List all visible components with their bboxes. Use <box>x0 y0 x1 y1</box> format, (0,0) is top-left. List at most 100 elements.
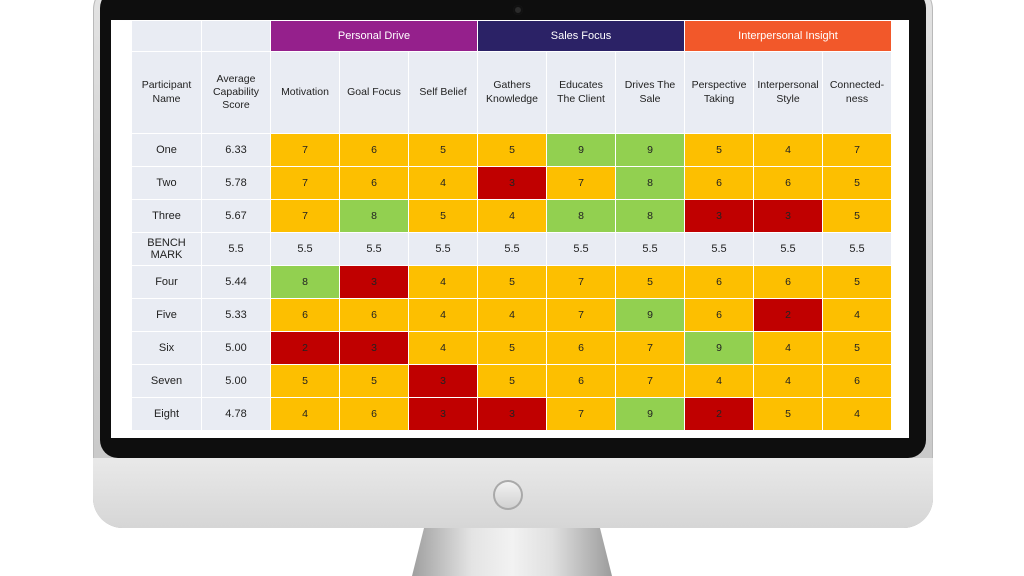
score-cell: 7 <box>270 166 340 200</box>
table-row: One 6.33 7 6 5 5 9 9 5 4 7 <box>131 133 892 167</box>
score-cell: 7 <box>270 133 340 167</box>
score-cell: 3 <box>477 166 547 200</box>
score-cell: 3 <box>408 397 478 431</box>
camera-icon <box>513 5 523 15</box>
score-cell: 5.5 <box>615 232 685 266</box>
header-goal-focus: Goal Focus <box>339 51 409 134</box>
score-cell: 7 <box>546 397 616 431</box>
score-cell: 8 <box>339 199 409 233</box>
group-blank-cell <box>201 20 271 52</box>
header-drives-sale: Drives The Sale <box>615 51 685 134</box>
table-row: Five 5.33 6 6 4 4 7 9 6 2 4 <box>131 298 892 332</box>
score-cell: 3 <box>408 364 478 398</box>
score-cell: 3 <box>684 199 754 233</box>
score-cell: 4 <box>408 298 478 332</box>
score-cell: 4 <box>753 364 823 398</box>
capability-score-table: Personal Drive Sales Focus Interpersonal… <box>131 20 892 431</box>
score-cell: 5.5 <box>270 232 340 266</box>
score-cell: 4 <box>822 397 892 431</box>
table-row: Four 5.44 8 3 4 5 7 5 6 6 5 <box>131 265 892 299</box>
score-cell: 4 <box>270 397 340 431</box>
score-cell: 9 <box>684 331 754 365</box>
score-cell: 9 <box>615 298 685 332</box>
score-cell: 9 <box>615 133 685 167</box>
score-cell: 5 <box>822 166 892 200</box>
monitor-screen: Personal Drive Sales Focus Interpersonal… <box>111 20 909 438</box>
header-motivation: Motivation <box>270 51 340 134</box>
benchmark-row: BENCH MARK 5.5 5.5 5.5 5.5 5.5 5.5 5.5 5.5 5.5 5.5 <box>131 232 892 266</box>
header-perspective-taking: Perspective Taking <box>684 51 754 134</box>
score-cell: 8 <box>270 265 340 299</box>
score-cell: 5 <box>270 364 340 398</box>
header-gathers-knowledge: Gathers Knowledge <box>477 51 547 134</box>
score-cell: 5 <box>753 397 823 431</box>
score-cell: 5 <box>408 133 478 167</box>
score-cell: 4 <box>408 331 478 365</box>
score-cell: 5 <box>408 199 478 233</box>
participant-name-cell: Six <box>131 331 202 365</box>
score-cell: 5 <box>477 364 547 398</box>
score-cell: 7 <box>615 331 685 365</box>
table-row: Three 5.67 7 8 5 4 8 8 3 3 5 <box>131 199 892 233</box>
average-score-cell: 6.33 <box>201 133 271 167</box>
participant-name-cell: Seven <box>131 364 202 398</box>
table-body: One 6.33 7 6 5 5 9 9 5 4 7 Two 5.78 7 6 4 3 7 8 6 6 5 Three 5.6… <box>131 133 892 431</box>
score-cell: 4 <box>477 298 547 332</box>
score-cell: 5 <box>615 265 685 299</box>
score-cell: 7 <box>822 133 892 167</box>
score-cell: 6 <box>546 331 616 365</box>
header-connectedness: Connected-ness <box>822 51 892 134</box>
score-cell: 5 <box>822 199 892 233</box>
score-cell: 6 <box>822 364 892 398</box>
score-cell: 4 <box>753 331 823 365</box>
score-cell: 5 <box>477 331 547 365</box>
score-cell: 7 <box>546 265 616 299</box>
score-cell: 6 <box>684 298 754 332</box>
score-cell: 4 <box>408 265 478 299</box>
participant-name-cell: Three <box>131 199 202 233</box>
score-cell: 6 <box>339 133 409 167</box>
score-cell: 5 <box>477 265 547 299</box>
average-score-cell: 5.00 <box>201 364 271 398</box>
header-self-belief: Self Belief <box>408 51 478 134</box>
score-cell: 8 <box>615 166 685 200</box>
score-cell: 6 <box>684 166 754 200</box>
score-cell: 9 <box>615 397 685 431</box>
participant-name-cell: BENCH MARK <box>131 232 202 266</box>
average-score-cell: 5.00 <box>201 331 271 365</box>
score-cell: 7 <box>546 166 616 200</box>
score-cell: 6 <box>753 166 823 200</box>
score-cell: 2 <box>684 397 754 431</box>
average-score-cell: 5.44 <box>201 265 271 299</box>
monitor-stand <box>412 528 612 576</box>
participant-name-cell: Two <box>131 166 202 200</box>
score-cell: 5.5 <box>546 232 616 266</box>
score-cell: 4 <box>684 364 754 398</box>
table-row: Two 5.78 7 6 4 3 7 8 6 6 5 <box>131 166 892 200</box>
score-cell: 6 <box>339 166 409 200</box>
power-button-icon[interactable] <box>493 480 523 510</box>
score-cell: 2 <box>270 331 340 365</box>
score-cell: 8 <box>546 199 616 233</box>
group-sales-focus: Sales Focus <box>477 20 685 52</box>
group-blank-cell <box>131 20 202 52</box>
column-header-row: Participant Name Average Capability Scor… <box>131 51 892 134</box>
score-cell: 9 <box>546 133 616 167</box>
score-cell: 6 <box>753 265 823 299</box>
participant-name-cell: Four <box>131 265 202 299</box>
score-cell: 5.5 <box>753 232 823 266</box>
score-cell: 6 <box>270 298 340 332</box>
average-score-cell: 5.5 <box>201 232 271 266</box>
table-row: Seven 5.00 5 5 3 5 6 7 4 4 6 <box>131 364 892 398</box>
score-cell: 4 <box>822 298 892 332</box>
score-cell: 6 <box>339 397 409 431</box>
score-cell: 5 <box>822 331 892 365</box>
score-cell: 5.5 <box>339 232 409 266</box>
header-educates-client: Educates The Client <box>546 51 616 134</box>
participant-name-cell: One <box>131 133 202 167</box>
score-cell: 6 <box>684 265 754 299</box>
score-cell: 3 <box>339 331 409 365</box>
header-average-score: Average Capability Score <box>201 51 271 134</box>
score-cell: 5 <box>339 364 409 398</box>
average-score-cell: 4.78 <box>201 397 271 431</box>
